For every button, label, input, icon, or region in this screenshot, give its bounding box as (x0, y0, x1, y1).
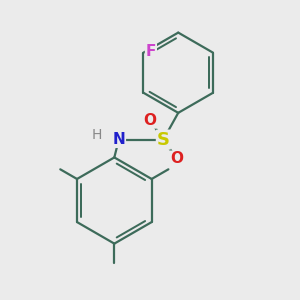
Text: F: F (146, 44, 156, 59)
Text: H: H (91, 128, 102, 142)
Text: O: O (170, 152, 183, 166)
Text: O: O (143, 113, 157, 128)
Text: N: N (112, 132, 125, 147)
Text: S: S (157, 130, 170, 148)
